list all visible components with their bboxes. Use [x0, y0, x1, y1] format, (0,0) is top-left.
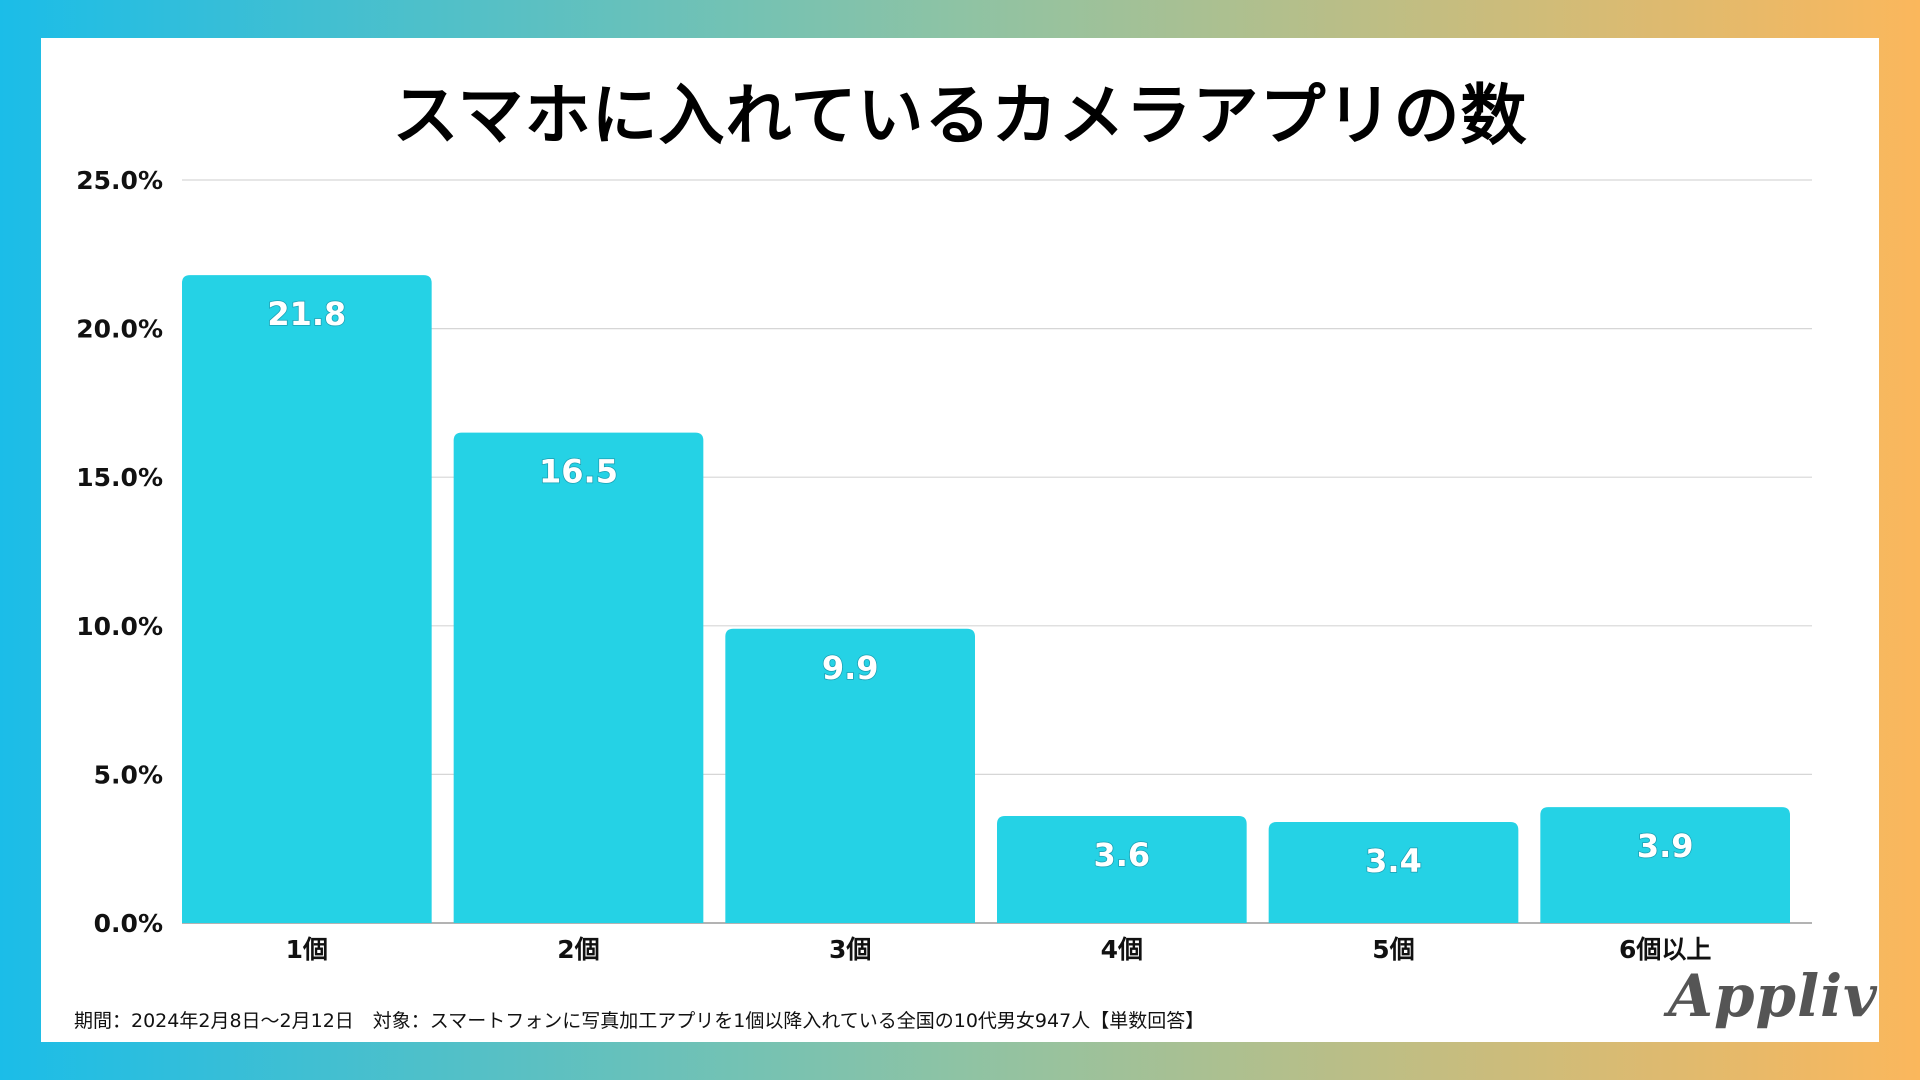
x-tick-label: 1個: [286, 935, 328, 964]
data-label: 3.4: [1365, 842, 1422, 880]
x-tick-label: 3個: [829, 935, 871, 964]
y-tick-label: 5.0%: [94, 760, 163, 789]
data-label: 9.9: [822, 649, 879, 687]
y-tick-label: 20.0%: [76, 315, 163, 344]
bar: [1540, 807, 1790, 923]
bar: [997, 816, 1247, 923]
data-label: 3.6: [1093, 836, 1150, 874]
x-tick-label: 5個: [1372, 935, 1414, 964]
data-label: 21.8: [267, 295, 346, 333]
x-tick-label: 2個: [557, 935, 599, 964]
bar: [453, 432, 704, 923]
chart-title: スマホに入れているカメラアプリの数: [392, 77, 1528, 154]
x-tick-label: 6個以上: [1619, 935, 1711, 964]
data-label: 3.9: [1637, 827, 1694, 865]
y-tick-label: 25.0%: [76, 166, 163, 195]
applivlogo: Appliv: [1668, 962, 1878, 1030]
bar: [182, 275, 432, 923]
y-tick-label: 15.0%: [76, 463, 163, 492]
y-tick-label: 0.0%: [94, 909, 163, 938]
y-tick-label: 10.0%: [76, 612, 163, 641]
x-tick-label: 4個: [1101, 935, 1143, 964]
data-label: 16.5: [539, 453, 618, 491]
bar: [725, 628, 975, 923]
footnote: 期間：2024年2月8日〜2月12日 対象：スマートフォンに写真加工アプリを1個…: [74, 1010, 1205, 1032]
bar: [1268, 821, 1519, 923]
